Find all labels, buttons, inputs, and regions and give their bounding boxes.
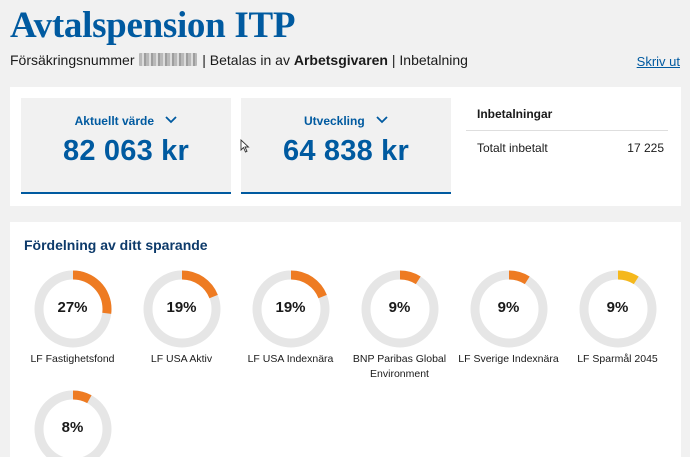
donut-chart [361, 270, 438, 348]
donut-arc [34, 270, 111, 348]
summary-card: Aktuellt värde 82 063 kr Utveckling 64 8… [10, 87, 681, 206]
payments-total-value: 17 225 [627, 141, 664, 155]
payments-total-label: Totalt inbetalt [477, 141, 548, 155]
payments-panel: Inbetalningar Totalt inbetalt 17 225 [466, 98, 668, 155]
fund-name: LF Fastighetsfond [30, 353, 115, 365]
current-value-label-text: Aktuellt värde [74, 114, 154, 128]
development-label: Utveckling [241, 114, 451, 128]
fund-donut[interactable]: 19% LF USA Indexnära [236, 270, 345, 367]
policy-number-redacted [139, 53, 198, 66]
donut-chart [470, 270, 547, 348]
chevron-down-icon [376, 116, 388, 124]
donut-percentage: 9% [388, 299, 411, 316]
fund-name: LF USA Aktiv [150, 353, 213, 365]
chevron-down-icon [165, 116, 177, 124]
donut-arc [579, 270, 656, 348]
fund-donut[interactable]: 19% LF USA Aktiv [127, 270, 236, 367]
fund-name: LF USA Indexnära [247, 353, 334, 365]
payments-title: Inbetalningar [466, 98, 668, 131]
mouse-cursor-icon [240, 139, 250, 153]
policy-label: Försäkringsnummer [10, 52, 135, 68]
distribution-title: Fördelning av ditt sparande [24, 237, 208, 253]
print-link[interactable]: Skriv ut [636, 54, 680, 69]
donut-arc [252, 270, 329, 348]
policy-info: Försäkringsnummer | Betalas in av Arbets… [10, 52, 468, 68]
development-label-text: Utveckling [303, 114, 365, 128]
fund-donut[interactable]: 8% [18, 390, 127, 457]
donut-arc [470, 270, 547, 348]
donut-arc [143, 270, 220, 348]
fund-name: BNP Paribas Global Environment [352, 353, 447, 380]
development-tile[interactable]: Utveckling 64 838 kr [241, 98, 451, 194]
payment-type: | Inbetalning [391, 52, 468, 68]
current-value-amount: 82 063 kr [63, 135, 189, 167]
page-title: Avtalspension ITP [10, 5, 296, 46]
donut-percentage: 9% [606, 299, 629, 316]
donut-percentage: 8% [61, 419, 84, 436]
fund-donut[interactable]: 9% LF Sparmål 2045 [563, 270, 672, 367]
donut-percentage: 27% [57, 299, 88, 316]
current-value-tile[interactable]: Aktuellt värde 82 063 kr [21, 98, 231, 194]
donut-chart [252, 270, 329, 348]
payments-total-row: Totalt inbetalt 17 225 [466, 131, 668, 155]
donut-percentage: 9% [497, 299, 520, 316]
donut-chart [579, 270, 656, 348]
fund-donut[interactable]: 9% LF Sverige Indexnära [454, 270, 563, 367]
donut-arc [361, 270, 438, 348]
paid-prefix: | Betalas in av [202, 52, 290, 68]
donut-percentage: 19% [166, 299, 197, 316]
distribution-card: Fördelning av ditt sparande 27% LF Fastig… [10, 222, 681, 457]
paid-by: Arbetsgivaren [293, 52, 388, 68]
fund-donut[interactable]: 27% LF Fastighetsfond [18, 270, 127, 367]
donut-chart [34, 270, 111, 348]
current-value-label: Aktuellt värde [21, 114, 231, 128]
donut-chart [34, 390, 111, 457]
development-amount: 64 838 kr [283, 135, 409, 167]
donut-percentage: 19% [275, 299, 306, 316]
fund-name: LF Sparmål 2045 [577, 353, 658, 365]
fund-name: LF Sverige Indexnära [458, 353, 559, 365]
fund-donut[interactable]: 9% BNP Paribas Global Environment [345, 270, 454, 382]
donut-arc [34, 390, 111, 457]
donut-chart [143, 270, 220, 348]
